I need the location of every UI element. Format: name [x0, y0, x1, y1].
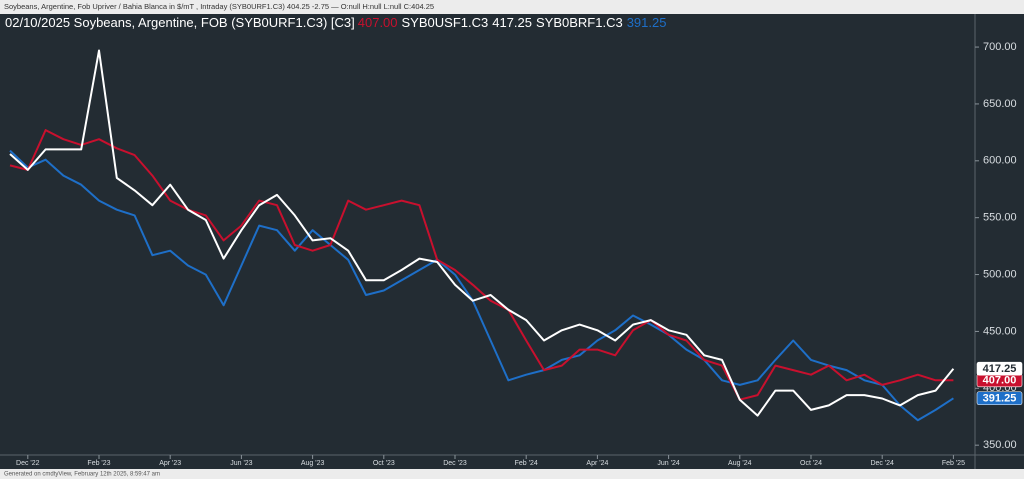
legend-value: 407.00 — [358, 15, 398, 30]
legend-value: 391.25 — [627, 15, 667, 30]
x-tick-label: Dec '24 — [870, 460, 894, 467]
last-value-badge: 417.25 — [976, 361, 1023, 376]
y-tick-label: 600.00 — [983, 155, 1017, 167]
y-tick-label: 500.00 — [983, 268, 1017, 280]
header-strip — [0, 0, 1024, 14]
x-tick-label: Apr '24 — [586, 460, 608, 467]
title-text: 02/10/2025 Soybeans, Argentine, FOB (SYB… — [5, 15, 355, 30]
badge-box — [976, 391, 1023, 406]
badge-label: 407.00 — [983, 375, 1017, 387]
x-tick-label: Oct '23 — [373, 460, 395, 467]
last-value-badge: 391.25 — [976, 391, 1023, 406]
y-tick-label: 650.00 — [983, 98, 1017, 110]
y-tick-label: 550.00 — [983, 212, 1017, 224]
footer-strip — [0, 469, 1024, 479]
x-tick-label: Jun '23 — [230, 460, 252, 467]
x-tick-label: Dec '23 — [443, 460, 467, 467]
series-line — [9, 149, 954, 422]
y-tick-label: 700.00 — [983, 41, 1017, 53]
x-tick-label: Aug '23 — [301, 460, 325, 467]
legend-value: 417.25 — [492, 15, 532, 30]
badge-label: 391.25 — [983, 393, 1017, 405]
badge-box — [976, 361, 1023, 376]
legend-name: SYB0USF1.C3 — [402, 15, 489, 30]
x-tick-label: Jun '24 — [657, 460, 679, 467]
x-tick-label: Apr '23 — [159, 460, 181, 467]
last-value-badge: 407.00 — [976, 373, 1023, 388]
x-tick-label: Aug '24 — [728, 460, 752, 467]
footer-text: Generated on cmdtyView, February 12th 20… — [4, 472, 160, 478]
x-tick-label: Feb '24 — [515, 460, 538, 467]
series-line — [9, 129, 954, 401]
chart-title: 02/10/2025 Soybeans, Argentine, FOB (SYB… — [5, 15, 666, 30]
x-tick-label: Feb '23 — [87, 460, 110, 467]
x-tick-label: Dec '22 — [16, 460, 40, 467]
plot-background — [0, 14, 1024, 469]
header-text: Soybeans, Argentine, Fob Upriver / Bahia… — [4, 2, 434, 11]
x-tick-label: Feb '25 — [942, 460, 965, 467]
series-line — [9, 49, 955, 417]
x-tick-label: Oct '24 — [800, 460, 822, 467]
y-tick-label: 350.00 — [983, 439, 1017, 451]
badge-label: 417.25 — [983, 363, 1017, 375]
y-tick-label: 450.00 — [983, 325, 1017, 337]
legend-name: SYB0BRF1.C3 — [536, 15, 623, 30]
